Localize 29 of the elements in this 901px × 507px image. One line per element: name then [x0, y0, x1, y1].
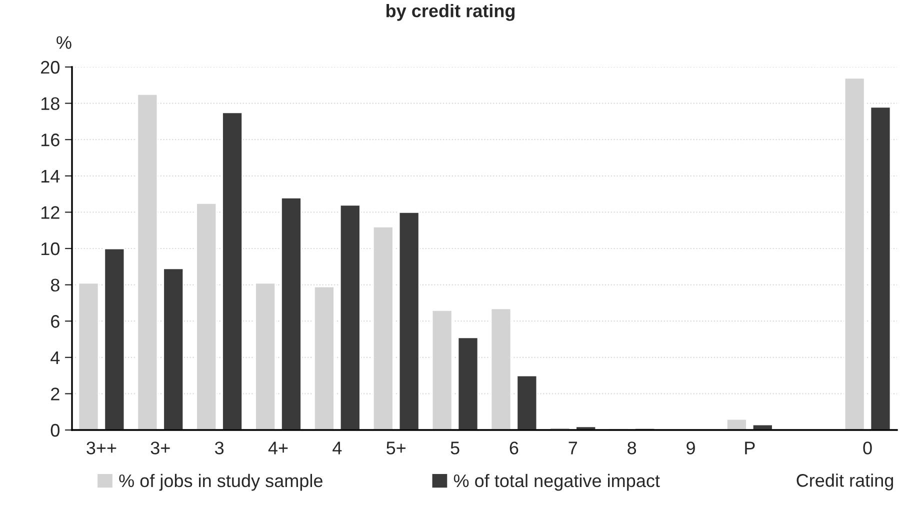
legend-label: % of total negative impact [454, 474, 660, 491]
x-tick-label: 0 [863, 442, 872, 454]
y-tick-label: 10 [41, 242, 60, 256]
x-tick-label: 3+ [150, 442, 170, 454]
x-tick-label: 7 [568, 442, 578, 454]
x-tick-label: 4+ [268, 442, 288, 454]
x-tick-label: 3 [214, 442, 224, 454]
y-tick-label: 18 [41, 97, 60, 110]
x-tick-label: 6 [510, 442, 518, 454]
legend-label: % of jobs in study sample [119, 474, 322, 491]
chart-title: by credit rating [386, 4, 515, 21]
y-tick-label: 16 [41, 134, 60, 146]
x-tick-label: 3++ [86, 442, 116, 454]
y-tick-label: 12 [41, 206, 60, 219]
y-tick-label: 8 [50, 278, 60, 292]
y-tick-label: 2 [51, 388, 60, 400]
x-tick-label: 5 [450, 442, 460, 454]
y-tick-label: 4 [50, 352, 60, 364]
y-tick-label: 6 [51, 315, 60, 328]
x-tick-label: 5+ [386, 442, 406, 454]
y-tick-label: 0 [50, 424, 60, 437]
y-tick-label: 14 [41, 170, 60, 182]
x-tick-label: 8 [628, 442, 636, 454]
x-tick-label: 9 [686, 442, 695, 454]
x-tick-label: P [745, 442, 755, 454]
y-axis-title: % [56, 36, 72, 49]
x-tick-label: 4 [332, 442, 342, 454]
x-axis-title: Credit rating [796, 474, 894, 490]
y-tick-label: 20 [41, 60, 60, 74]
